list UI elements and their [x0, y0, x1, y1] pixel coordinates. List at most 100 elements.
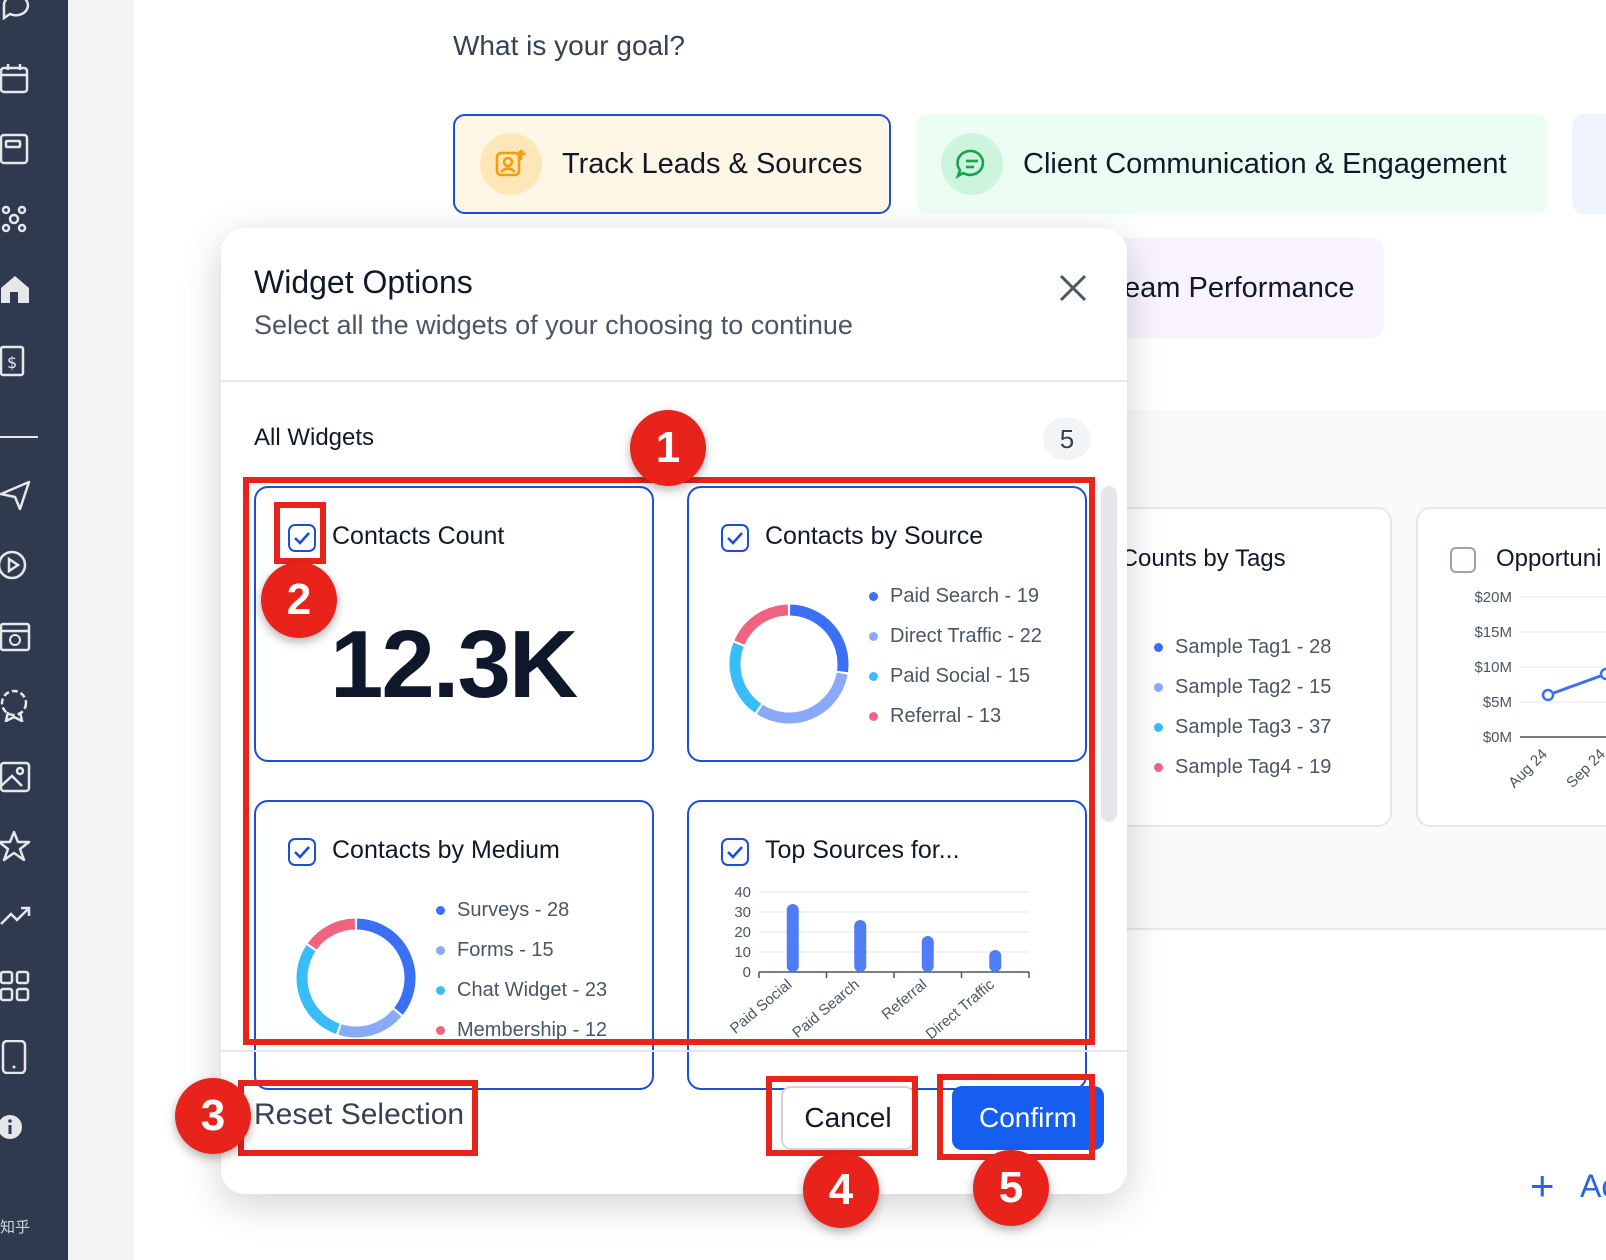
- widgets-scrollbar[interactable]: [1101, 486, 1117, 822]
- y-tick-label: 20: [734, 924, 751, 941]
- trending-icon[interactable]: [0, 898, 34, 932]
- widget-card-contacts-by-source[interactable]: Contacts by Source Paid Search - 19 Direc…: [687, 486, 1087, 762]
- legend-dot: [869, 711, 878, 721]
- y-tick-label: $5M: [1483, 694, 1512, 711]
- annotation-badge: 3: [175, 1078, 251, 1154]
- card-title: Opportuni: [1496, 545, 1602, 572]
- chat-icon[interactable]: [0, 0, 34, 28]
- y-tick-label: $10M: [1474, 659, 1512, 676]
- widget-title: Top Sources for...: [765, 836, 960, 864]
- goal-label: Track Leads & Sources: [562, 147, 863, 180]
- source-legend: Paid Search - 19 Direct Traffic - 22 Paid …: [869, 576, 1042, 736]
- legend-dot: [436, 905, 445, 915]
- chat-bubble-icon: [941, 133, 1003, 195]
- legend-dot: [869, 631, 878, 641]
- people-network-icon[interactable]: [0, 202, 34, 236]
- donut-slice-paid-search: [789, 604, 849, 673]
- lead-upload-icon: [480, 133, 542, 195]
- bar-paid-social: [786, 904, 799, 972]
- widget-checkbox[interactable]: [721, 524, 749, 552]
- image-icon[interactable]: [0, 760, 34, 794]
- confirm-button[interactable]: Confirm: [952, 1086, 1104, 1150]
- series-point: [1541, 688, 1555, 702]
- donut-slice-direct-traffic: [756, 672, 848, 724]
- annotation-badge: 5: [973, 1150, 1049, 1226]
- modal-divider: [221, 380, 1127, 382]
- donut-slice-paid-social: [729, 642, 762, 713]
- legend-label: Chat Widget - 23: [457, 978, 608, 1001]
- opportunities-card[interactable]: Opportuni $20M $15M $10M $5M $0M Aug 24 Sep 24: [1416, 507, 1606, 827]
- legend-dot: [1154, 642, 1163, 652]
- calendar-icon[interactable]: [0, 62, 34, 96]
- contacts-count-value: 12.3K: [330, 611, 578, 718]
- badge-icon[interactable]: [0, 688, 34, 724]
- goal-question: What is your goal?: [453, 30, 685, 61]
- send-icon[interactable]: [0, 478, 34, 512]
- tags-legend: Sample Tag1 - 28 Sample Tag2 - 15 Sample T…: [1154, 627, 1331, 787]
- home-icon[interactable]: [0, 272, 34, 306]
- info-icon[interactable]: [0, 1110, 34, 1144]
- contacts-by-tags-card[interactable]: s Counts by Tags Sample Tag1 - 28 Sample …: [1080, 507, 1392, 827]
- bar-referral: [921, 936, 934, 972]
- legend-label: Sample Tag3 - 37: [1175, 715, 1332, 738]
- star-icon[interactable]: [0, 830, 34, 864]
- legend-item: Paid Search - 19: [869, 576, 1042, 616]
- legend-dot: [869, 671, 878, 681]
- widget-checkbox[interactable]: [288, 838, 316, 866]
- website-icon[interactable]: [0, 620, 34, 654]
- goal-label: Client Communication & Engagement: [1023, 147, 1507, 180]
- reset-selection-button[interactable]: Reset Selection: [254, 1098, 465, 1131]
- highlight-checkbox: [274, 502, 326, 564]
- mobile-icon[interactable]: [0, 1039, 34, 1075]
- section-divider: [1100, 928, 1606, 930]
- card-title: s Counts by Tags: [1102, 545, 1286, 572]
- y-tick-label: 0: [743, 964, 751, 981]
- opportunities-checkbox[interactable]: [1450, 547, 1476, 573]
- widget-options-modal: Widget Options Select all the widgets of…: [221, 228, 1127, 1194]
- legend-label: Sample Tag1 - 28: [1175, 635, 1332, 658]
- add-plus-icon[interactable]: +: [1530, 1162, 1555, 1209]
- play-icon[interactable]: [0, 548, 34, 582]
- annotation-badge: 1: [630, 410, 706, 486]
- x-tick-label: Aug 24: [1505, 746, 1551, 792]
- bar-paid-search: [854, 920, 867, 972]
- legend-label: Sample Tag2 - 15: [1175, 675, 1332, 698]
- widget-checkbox[interactable]: [721, 838, 749, 866]
- legend-item: Sample Tag4 - 19: [1154, 747, 1331, 787]
- highlight-confirm: [937, 1074, 1095, 1160]
- legend-item: Membership - 12: [436, 1010, 607, 1050]
- goal-track-leads[interactable]: Track Leads & Sources: [453, 114, 891, 214]
- highlight-cancel: [766, 1076, 918, 1156]
- contacts-card-icon[interactable]: [0, 132, 34, 166]
- legend-item: Chat Widget - 23: [436, 970, 607, 1010]
- billing-icon[interactable]: $: [0, 344, 34, 378]
- svg-text:$: $: [7, 353, 17, 372]
- annotation-badge: 2: [261, 562, 337, 638]
- goal-card-partial[interactable]: [1572, 114, 1606, 214]
- all-widgets-label: All Widgets: [254, 424, 375, 451]
- highlight-widgets-grid: [243, 477, 1095, 1045]
- legend-item: Referral - 13: [869, 696, 1042, 736]
- legend-label: Membership - 12: [457, 1018, 608, 1041]
- widget-title: Contacts by Medium: [332, 836, 560, 864]
- cancel-button[interactable]: Cancel: [781, 1086, 915, 1150]
- medium-legend: Surveys - 28 Forms - 15 Chat Widget - 23 Me…: [436, 890, 607, 1050]
- goal-team-performance[interactable]: eam Performance: [1080, 238, 1384, 338]
- goal-client-communication[interactable]: Client Communication & Engagement: [916, 114, 1548, 214]
- y-tick-label: $15M: [1474, 624, 1512, 641]
- widget-checkbox[interactable]: [288, 524, 316, 552]
- widget-title: Contacts Count: [332, 522, 505, 550]
- apps-grid-icon[interactable]: [0, 970, 34, 1004]
- y-tick-label: $20M: [1474, 589, 1512, 606]
- donut-slice-membership: [307, 918, 356, 950]
- legend-label: Paid Social - 15: [890, 664, 1031, 687]
- close-icon[interactable]: [1055, 270, 1091, 306]
- add-widget-link[interactable]: Ac: [1580, 1168, 1606, 1204]
- all-widgets-count: 5: [1043, 418, 1091, 460]
- legend-label: Sample Tag4 - 19: [1175, 755, 1332, 778]
- medium-donut-chart: [296, 918, 416, 1038]
- bar-direct-traffic: [989, 950, 1002, 972]
- legend-label: Forms - 15: [457, 938, 554, 961]
